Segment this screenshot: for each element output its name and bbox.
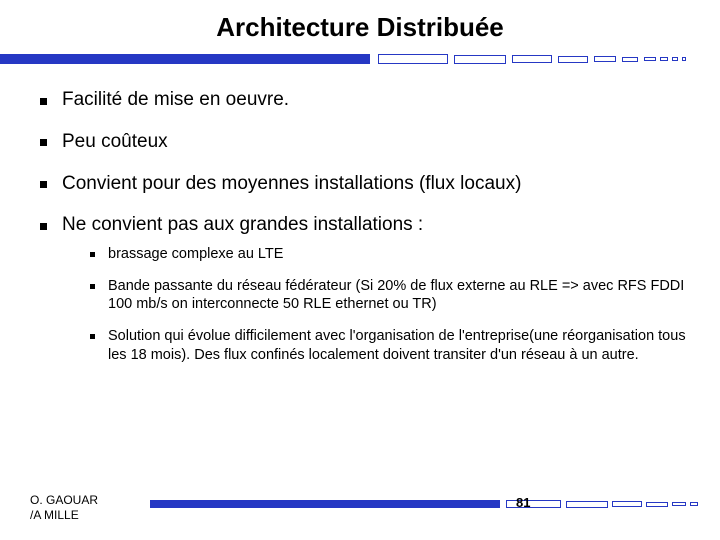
bar-segment: [454, 55, 506, 64]
bar-segment: [512, 55, 552, 63]
bar-segment: [594, 56, 616, 62]
bullet-item: Convient pour des moyennes installations…: [40, 172, 690, 196]
bar-segment: [682, 57, 686, 61]
bar-segment: [558, 56, 588, 63]
sub-bullet-list: brassage complexe au LTE Bande passante d…: [90, 245, 690, 364]
bar-main: [0, 54, 370, 64]
bar-segment: [566, 501, 608, 508]
bullet-item: Peu coûteux: [40, 130, 690, 154]
bar-segment: [646, 502, 668, 507]
sub-bullet-item: brassage complexe au LTE: [90, 245, 690, 263]
bullet-item: Ne convient pas aux grandes installation…: [40, 213, 690, 363]
bar-segment: [690, 502, 698, 506]
bullet-text: Convient pour des moyennes installations…: [62, 173, 521, 194]
slide: { "title": { "text": "Architecture Distr…: [0, 0, 720, 540]
sub-bullet-item: Solution qui évolue difficilement avec l…: [90, 327, 690, 363]
bar-segment: [672, 502, 686, 506]
bar-segment: [622, 57, 638, 62]
bar-segment: [612, 501, 642, 507]
footer-author: O. GAOUAR /A MILLE: [30, 493, 98, 522]
bullet-text: Facilité de mise en oeuvre.: [62, 89, 289, 110]
bullet-list: Facilité de mise en oeuvre. Peu coûteux Co…: [40, 88, 690, 382]
bullet-text: Ne convient pas aux grandes installation…: [62, 214, 423, 235]
bullet-text: Peu coûteux: [62, 131, 168, 152]
bar-segment: [672, 57, 678, 61]
bar-main: [150, 500, 500, 508]
author-line-2: /A MILLE: [30, 508, 98, 522]
page-number: 81: [516, 495, 530, 510]
bar-segment: [378, 54, 448, 64]
sub-bullet-item: Bande passante du réseau fédérateur (Si …: [90, 277, 690, 313]
bullet-item: Facilité de mise en oeuvre.: [40, 88, 690, 112]
bar-segment: [660, 57, 668, 61]
bar-segment: [644, 57, 656, 61]
author-line-1: O. GAOUAR: [30, 493, 98, 507]
bar-segment: [506, 500, 561, 508]
slide-title: Architecture Distribuée: [0, 12, 720, 43]
